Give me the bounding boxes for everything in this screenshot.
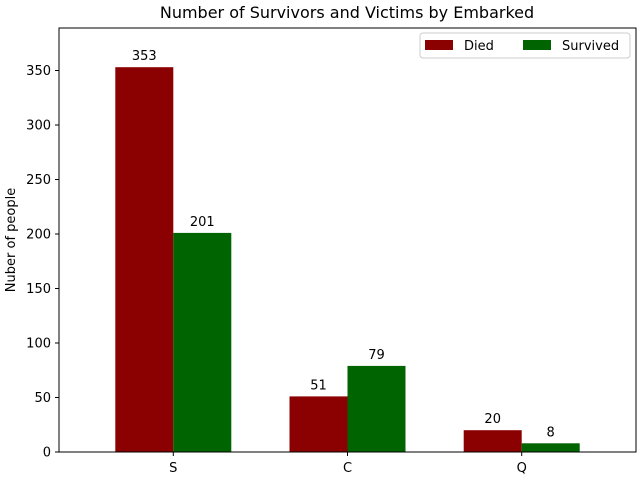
bar-died-q [463,430,522,452]
chart-title: Number of Survivors and Victims by Embar… [160,3,534,22]
bar-value-label: 8 [547,425,555,440]
y-tick-label: 150 [26,282,51,297]
bar-labels-group: 353 51 20 201 79 8 [132,49,555,440]
x-tick-label: C [343,461,352,476]
y-tick-label: 50 [34,391,51,406]
legend-label-died: Died [464,39,494,54]
bar-survived-s [173,232,232,452]
bar-value-label: 201 [190,215,215,230]
y-tick-label: 350 [26,64,51,79]
bar-died-c [289,396,348,452]
y-tick-label: 200 [26,228,51,243]
y-axis: 0 50 100 150 200 250 300 350 [26,64,59,461]
y-tick-label: 0 [43,446,51,461]
bar-survived-c [347,365,406,452]
bar-value-label: 353 [132,49,157,64]
y-tick-label: 250 [26,173,51,188]
y-tick-label: 100 [26,337,51,352]
legend-swatch-survived [523,40,551,50]
y-axis-label: Nuber of people [4,188,19,292]
bar-value-label: 51 [310,378,327,393]
x-tick-label: Q [517,461,527,476]
bar-value-label: 79 [368,348,385,363]
bar-survived-q [521,443,580,452]
legend-swatch-died [425,40,453,50]
bars-group [115,67,580,452]
x-tick-label: S [169,461,177,476]
bar-value-label: 20 [484,412,501,427]
legend-label-survived: Survived [562,39,619,54]
legend: Died Survived [419,32,631,59]
y-tick-label: 300 [26,119,51,134]
bar-died-s [115,67,174,452]
